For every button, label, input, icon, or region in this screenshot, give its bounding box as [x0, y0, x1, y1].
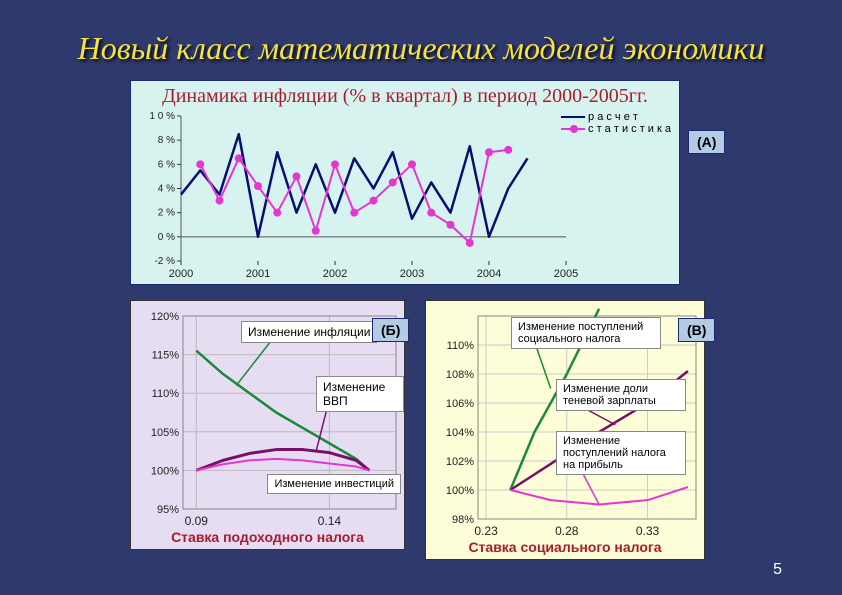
svg-text:100%: 100% — [446, 485, 474, 497]
badge-a: (А) — [688, 130, 725, 154]
slide-title: Новый класс математических моделей эконо… — [0, 0, 842, 67]
svg-text:2000: 2000 — [169, 268, 193, 280]
legend-calc: р а с ч е т — [588, 111, 638, 123]
svg-text:115%: 115% — [152, 350, 180, 362]
svg-text:110%: 110% — [152, 388, 180, 400]
svg-text:4 %: 4 % — [158, 184, 175, 195]
label-invest: Изменение инвестиций — [267, 474, 401, 494]
svg-text:2005: 2005 — [554, 268, 578, 280]
chart-a-panel: Динамика инфляции (% в квартал) в период… — [130, 80, 680, 285]
svg-text:95%: 95% — [157, 504, 179, 516]
chart-c-panel: 98%100%102%104%106%108%110%0.230.280.33 … — [425, 300, 705, 560]
svg-text:100%: 100% — [151, 465, 179, 477]
svg-text:-2 %: -2 % — [154, 256, 175, 267]
badge-b: (Б) — [372, 318, 409, 342]
chart-b-xtitle: Ставка подоходного налога — [131, 529, 404, 545]
badge-c: (В) — [678, 318, 715, 342]
chart-a-legend: р а с ч е т с т а т и с т и к а — [561, 111, 671, 135]
svg-text:2001: 2001 — [246, 268, 270, 280]
svg-text:102%: 102% — [446, 456, 474, 468]
svg-text:1 0 %: 1 0 % — [149, 111, 175, 122]
svg-text:104%: 104% — [446, 427, 474, 439]
svg-text:0 %: 0 % — [158, 232, 175, 243]
svg-text:0.33: 0.33 — [636, 524, 660, 538]
svg-text:6 %: 6 % — [158, 159, 175, 170]
svg-text:110%: 110% — [447, 340, 475, 352]
label-shadow: Изменение доли теневой зарплаты — [556, 379, 686, 411]
svg-text:2 %: 2 % — [158, 208, 175, 219]
label-gdp: Изменение ВВП — [316, 376, 404, 412]
svg-text:0.14: 0.14 — [318, 514, 342, 528]
svg-text:106%: 106% — [446, 398, 474, 410]
svg-text:108%: 108% — [446, 369, 474, 381]
legend-stat: с т а т и с т и к а — [588, 123, 671, 135]
svg-text:2002: 2002 — [323, 268, 347, 280]
svg-text:0.23: 0.23 — [474, 524, 498, 538]
label-social: Изменение поступлений социального налога — [511, 317, 661, 349]
svg-text:98%: 98% — [452, 514, 474, 526]
svg-text:8 %: 8 % — [158, 135, 175, 146]
svg-text:2003: 2003 — [400, 268, 424, 280]
svg-text:0.09: 0.09 — [185, 514, 209, 528]
page-number: 5 — [773, 561, 782, 579]
label-profit: Изменение поступлений налога на прибыль — [556, 431, 686, 475]
chart-b-panel: 95% 100% 105% 110% 115% 120% 0.09 0.14 Изменени… — [130, 300, 405, 550]
svg-text:2004: 2004 — [477, 268, 501, 280]
label-inflation: Изменение инфляции — [241, 321, 377, 343]
svg-text:105%: 105% — [151, 427, 179, 439]
chart-c-xtitle: Ставка социального налога — [426, 539, 704, 555]
svg-text:120%: 120% — [151, 311, 179, 323]
svg-text:0.28: 0.28 — [555, 524, 579, 538]
